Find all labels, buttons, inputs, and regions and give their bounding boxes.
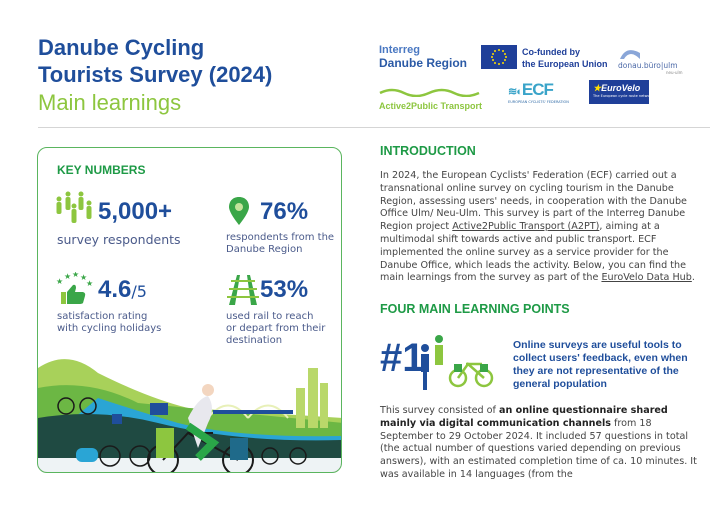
svg-text:★: ★ [86,279,93,288]
bike-star-icon: ★ [593,83,602,93]
rail-track-icon [227,275,259,305]
satisfaction-value: 4.6/5 [98,276,147,303]
wave-icon [379,88,480,98]
eurovelo-logo: ★EuroVelo The European cycle route netwo… [589,80,653,104]
eu-flag-logo [481,45,517,69]
satisfaction-label: satisfaction rating with cycling holidays [57,311,162,334]
people-bicycle-icon [421,335,494,390]
people-icon [56,191,92,223]
point-1-text: This survey consisted of an online quest… [380,405,697,480]
danube-region-label: respondents from the Danube Region [226,232,335,255]
point-number: #1 [380,336,425,380]
page-subtitle: Main learnings [38,90,182,115]
svg-text:★: ★ [64,272,71,281]
thumbs-up-stars-icon: ★★ ★ ★★ [56,272,93,304]
key-numbers-heading: KEY NUMBERS [57,163,146,177]
eu-cofunded-text: Co-funded by the European Union [522,47,608,69]
respondents-value: 5,000+ [98,198,173,225]
rail-label: used rail to reach or depart from their de… [226,311,326,346]
point-1-title: Online surveys are useful tools to colle… [513,339,688,390]
danube-region-value: 76% [260,198,309,225]
donau-buero-logo: donau.büro|ulm neu-ulm [618,44,708,75]
svg-text:★: ★ [56,277,63,286]
cycling-landscape-illustration [38,348,341,472]
eurovelo-data-hub-link[interactable]: EuroVelo Data Hub [601,272,692,284]
wings-icon: ≋◐ [508,86,523,98]
a2pt-link[interactable]: Active2Public Transport (A2PT) [452,221,600,233]
introduction-text: In 2024, the European Cyclists' Federati… [380,170,695,284]
header-divider [38,127,710,128]
eu-stars-icon [491,49,507,65]
respondents-label: survey respondents [57,232,181,247]
location-pin-icon [229,197,249,225]
svg-text:★: ★ [72,272,79,279]
page-title: Danube Cycling Tourists Survey (2024) [38,35,273,87]
arc-icon [620,50,640,59]
svg-text:★: ★ [80,273,87,282]
interreg-logo: Interreg Danube Region [379,44,468,70]
key-numbers-card: KEY NUMBERS 5,000+ survey respondents 76… [37,147,342,473]
ecf-logo: ≋◐ECF EUROPEAN CYCLISTS' FEDERATION [508,80,569,104]
a2pt-logo: Active2Public Transport [379,82,482,111]
rail-value: 53% [260,276,309,303]
learning-points-heading: FOUR MAIN LEARNING POINTS [380,302,570,316]
introduction-heading: INTRODUCTION [380,144,476,158]
